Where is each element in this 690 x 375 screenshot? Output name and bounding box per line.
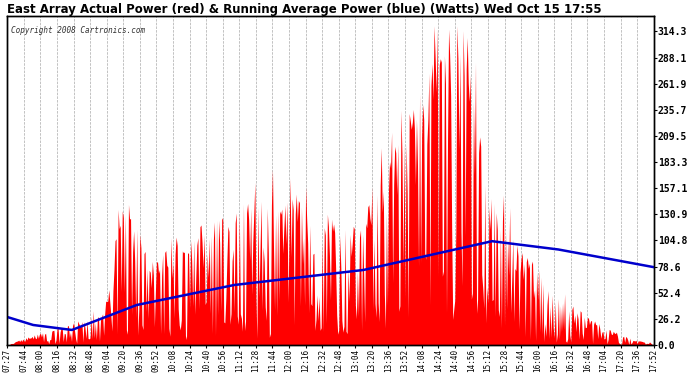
Text: Copyright 2008 Cartronics.com: Copyright 2008 Cartronics.com [10,26,145,34]
Text: East Array Actual Power (red) & Running Average Power (blue) (Watts) Wed Oct 15 : East Array Actual Power (red) & Running … [8,3,602,16]
